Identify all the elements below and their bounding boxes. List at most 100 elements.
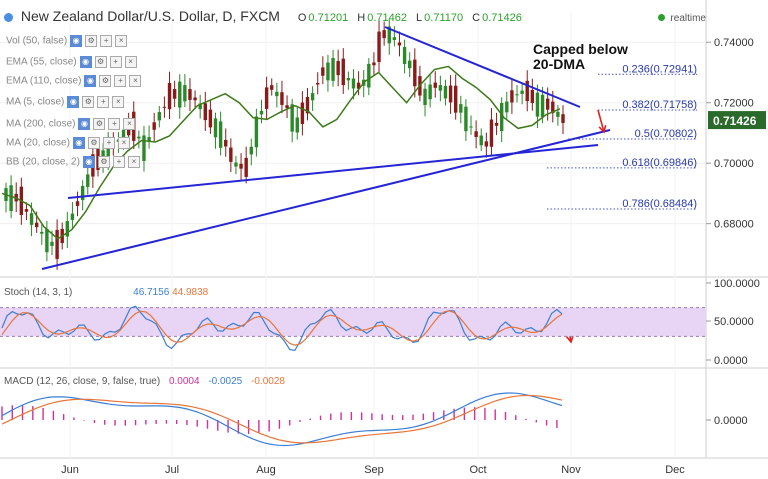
eye-icon[interactable]: ◉: [84, 75, 97, 87]
indicator-1[interactable]: EMA (55, close) ◉ ⚙ + ×: [6, 56, 137, 69]
plus-icon[interactable]: +: [100, 35, 113, 47]
candle-body: [9, 185, 13, 212]
candle-body: [464, 106, 468, 132]
gear-icon[interactable]: ⚙: [85, 35, 98, 47]
price-tick-label: 0.68000: [714, 219, 754, 231]
plus-icon[interactable]: +: [112, 156, 125, 168]
gear-icon[interactable]: ⚙: [94, 56, 107, 68]
candle-body: [29, 213, 34, 225]
candle-body: [551, 101, 555, 114]
eye-icon[interactable]: ◉: [72, 137, 85, 149]
eye-icon[interactable]: ◉: [70, 35, 83, 47]
plus-icon[interactable]: +: [109, 56, 122, 68]
candle-body: [407, 60, 412, 69]
eye-icon[interactable]: ◉: [79, 56, 92, 68]
eye-icon[interactable]: ◉: [67, 96, 80, 108]
candle-body: [351, 78, 356, 89]
candle-body: [346, 77, 351, 81]
gear-icon[interactable]: ⚙: [93, 118, 106, 130]
candle-body: [377, 31, 381, 62]
candle-body: [147, 137, 151, 142]
candle-body: [239, 163, 243, 169]
macd-tick-label: 0.0000: [714, 415, 748, 427]
candle-body: [34, 222, 39, 228]
candle-body: [530, 89, 535, 103]
time-tick-label: Aug: [256, 464, 276, 476]
indicator-3[interactable]: MA (5, close) ◉ ⚙ + ×: [6, 96, 125, 109]
candle-body: [157, 112, 162, 121]
candle-body: [331, 58, 335, 81]
macd-line: [1, 392, 563, 447]
candle-body: [428, 84, 432, 100]
candle-body: [218, 121, 223, 148]
symbol-dot-icon: [4, 12, 13, 22]
stoch-tick-label: 100.0000: [714, 278, 760, 290]
candle-body: [24, 209, 29, 212]
time-tick-label: Sep: [364, 464, 384, 476]
candle-body: [142, 135, 146, 161]
indicator-2[interactable]: EMA (110, close) ◉ ⚙ + ×: [6, 75, 142, 88]
macd-legend: MACD (12, 26, close, 9, false, true) 0.0…: [4, 376, 285, 387]
fib-level-label: 0.236(0.72941): [622, 63, 697, 75]
candle-body: [167, 83, 172, 110]
price-axis-bg: [706, 0, 768, 479]
candle-body: [208, 109, 213, 128]
candle-body: [510, 90, 514, 103]
indicator-6[interactable]: BB (20, close, 2) ◉ ⚙ + ×: [6, 156, 140, 169]
close-icon[interactable]: ×: [129, 75, 142, 87]
candle-body: [275, 91, 279, 97]
gear-icon[interactable]: ⚙: [97, 156, 110, 168]
close-icon[interactable]: ×: [124, 56, 137, 68]
indicator-5[interactable]: MA (20, close) ◉ ⚙ + ×: [6, 137, 130, 150]
candle-body: [152, 122, 156, 130]
indicator-label: MA (20, close): [6, 137, 70, 149]
candle-body: [413, 59, 417, 87]
indicator-0[interactable]: Vol (50, false) ◉ ⚙ + ×: [6, 35, 128, 48]
price-tick-label: 0.74000: [714, 37, 754, 49]
gear-icon[interactable]: ⚙: [87, 137, 100, 149]
close-icon[interactable]: ×: [112, 96, 125, 108]
candle-body: [556, 111, 560, 117]
stoch-d-line: [1, 310, 563, 346]
fib-level-label: 0.618(0.69846): [622, 157, 697, 169]
candle-body: [520, 90, 524, 94]
candle-body: [188, 89, 192, 100]
close-icon[interactable]: ×: [115, 35, 128, 47]
plus-icon[interactable]: +: [108, 118, 121, 130]
candle-body: [387, 26, 391, 44]
stoch-tick-label: 50.0000: [714, 316, 754, 328]
stoch-k-line: [1, 305, 563, 352]
candle-body: [505, 101, 509, 113]
plus-icon[interactable]: +: [102, 137, 115, 149]
eye-icon[interactable]: ◉: [82, 156, 95, 168]
indicator-label: BB (20, close, 2): [6, 156, 80, 168]
plus-icon[interactable]: +: [97, 96, 110, 108]
annotation-text: Capped below 20-DMA: [533, 41, 628, 72]
close-icon[interactable]: ×: [127, 156, 140, 168]
fib-level-label: 0.5(0.70802): [635, 128, 697, 140]
plus-icon[interactable]: +: [114, 75, 127, 87]
candle-body: [438, 85, 443, 91]
price-down-arrow: [597, 109, 605, 133]
candle-body: [397, 42, 402, 46]
candle-body: [55, 229, 59, 259]
time-tick-label: Nov: [561, 464, 581, 476]
gear-icon[interactable]: ⚙: [82, 96, 95, 108]
close-icon[interactable]: ×: [123, 118, 136, 130]
candle-body: [70, 213, 75, 220]
candle-body: [270, 85, 274, 90]
candle-body: [183, 85, 187, 102]
candle-body: [305, 96, 310, 114]
close-icon[interactable]: ×: [117, 137, 130, 149]
candle-body: [423, 88, 427, 105]
gear-icon[interactable]: ⚙: [99, 75, 112, 87]
indicator-label: Vol (50, false): [6, 35, 68, 47]
candle-body: [75, 201, 80, 206]
candle-body: [300, 102, 305, 124]
candle-body: [310, 93, 315, 101]
indicator-4[interactable]: MA (200, close) ◉ ⚙ + ×: [6, 118, 136, 131]
eye-icon[interactable]: ◉: [78, 118, 91, 130]
candle-body: [372, 62, 376, 66]
macd-signal-line: [1, 394, 563, 444]
